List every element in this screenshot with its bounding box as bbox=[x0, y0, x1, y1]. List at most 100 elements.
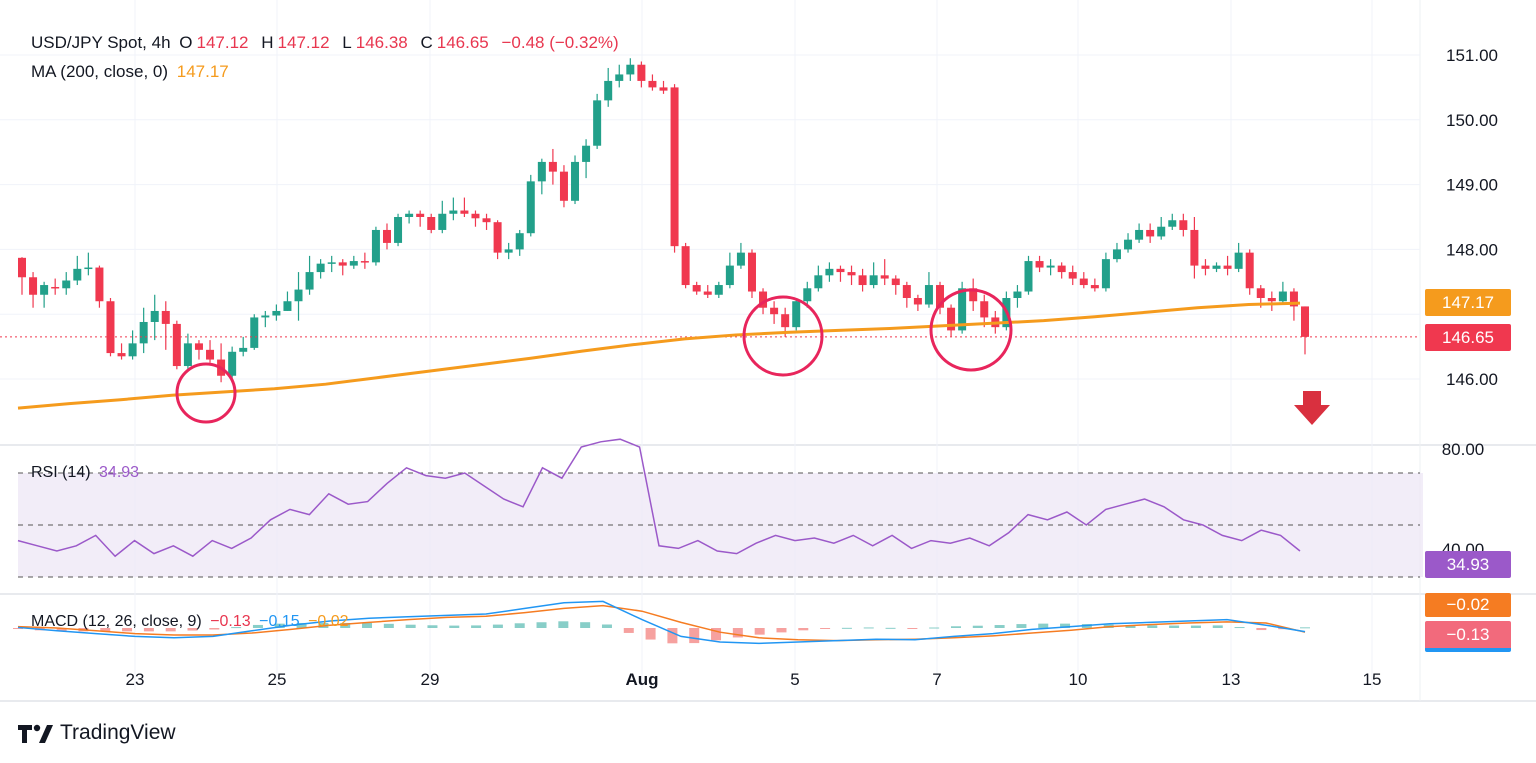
candle-body bbox=[1057, 265, 1066, 273]
candle-body bbox=[637, 64, 646, 81]
candle-body bbox=[648, 80, 657, 88]
candle-body bbox=[150, 310, 159, 322]
candle-body bbox=[703, 291, 712, 295]
candle-body bbox=[62, 280, 71, 289]
macd-hist-bar bbox=[471, 625, 482, 628]
macd-hist-bar bbox=[601, 624, 612, 628]
hist-value: −0.02 bbox=[308, 613, 349, 630]
candle-body bbox=[714, 285, 723, 295]
candle-body bbox=[239, 347, 248, 352]
x-tick-label: 29 bbox=[421, 670, 440, 689]
open-label: O 147.12 bbox=[179, 33, 249, 52]
candle-body bbox=[869, 275, 878, 286]
candle-body bbox=[1245, 252, 1254, 289]
candle-body bbox=[338, 262, 347, 266]
candle-body bbox=[1112, 249, 1121, 260]
macd-hist-bar bbox=[362, 622, 373, 628]
rsi-axis-label: 80.00 bbox=[1442, 440, 1485, 459]
candle-body bbox=[980, 301, 989, 318]
macd-hist-bar bbox=[1212, 625, 1223, 628]
macd-hist-bar bbox=[950, 626, 961, 628]
candle-body bbox=[1146, 229, 1155, 237]
hist-badge: −0.02 bbox=[1425, 593, 1511, 617]
macd-line bbox=[17, 600, 1306, 645]
candle-body bbox=[316, 263, 325, 273]
candle-body bbox=[858, 275, 867, 286]
candle-body bbox=[1090, 285, 1099, 289]
candle-body bbox=[427, 217, 436, 230]
candle-body bbox=[692, 285, 701, 292]
highlight-circle bbox=[175, 362, 237, 424]
candle-body bbox=[349, 261, 358, 266]
macd-hist-bar bbox=[863, 627, 874, 629]
candle-body bbox=[471, 213, 480, 219]
macd-hist-bar bbox=[1038, 623, 1049, 628]
x-tick-label: Aug bbox=[625, 670, 658, 689]
candle-body bbox=[382, 229, 391, 243]
candle-body bbox=[128, 343, 137, 357]
candle-body bbox=[416, 213, 425, 217]
candle-body bbox=[626, 64, 635, 75]
candle-body bbox=[902, 285, 911, 298]
candle-body bbox=[84, 267, 93, 270]
macd-hist-bar bbox=[1060, 623, 1071, 628]
candle-body bbox=[405, 213, 414, 217]
candle-body bbox=[958, 288, 967, 331]
candle-body bbox=[1201, 265, 1210, 269]
macd-hist-bar bbox=[645, 628, 656, 640]
candle-body bbox=[759, 291, 768, 308]
ma-label: MA (200, close, 0) bbox=[31, 62, 169, 81]
candle-body bbox=[394, 217, 403, 243]
candle-body bbox=[537, 161, 546, 182]
candle-body bbox=[305, 272, 314, 290]
signal-value: −0.15 bbox=[259, 613, 300, 630]
candle-body bbox=[1190, 229, 1199, 266]
candle-body bbox=[847, 272, 856, 276]
candle-body bbox=[747, 252, 756, 292]
candle-body bbox=[969, 288, 978, 302]
candle-body bbox=[681, 246, 690, 286]
macd-header: MACD (12, 26, close, 9) −0.13 −0.15 −0.0… bbox=[31, 613, 353, 631]
macd-hist-bar bbox=[252, 624, 263, 628]
macd-hist-bar bbox=[13, 628, 23, 630]
macd-hist-bar bbox=[798, 628, 809, 631]
candle-body bbox=[1234, 252, 1243, 269]
candle-body bbox=[891, 278, 900, 286]
candle-body bbox=[736, 252, 745, 266]
candle-body bbox=[770, 307, 779, 315]
candle-body bbox=[1289, 291, 1298, 307]
price-tick-label: 150.00 bbox=[1446, 111, 1498, 130]
candle-body bbox=[106, 301, 115, 354]
macd-hist-bar bbox=[187, 628, 198, 631]
candle-body bbox=[725, 265, 734, 286]
change-label: −0.48 (−0.32%) bbox=[501, 33, 619, 52]
rsi-badge: 34.93 bbox=[1425, 551, 1511, 578]
candle-body bbox=[1124, 239, 1133, 250]
candle-body bbox=[670, 87, 679, 247]
candle-body bbox=[593, 100, 602, 146]
rsi-line bbox=[17, 438, 1301, 558]
x-tick-label: 7 bbox=[932, 670, 941, 689]
x-tick-label: 10 bbox=[1069, 670, 1088, 689]
candle-body bbox=[1301, 306, 1309, 337]
candle-body bbox=[792, 301, 801, 328]
macd-hist-bar bbox=[689, 628, 700, 644]
candle-body bbox=[449, 210, 458, 214]
macd-hist-bar bbox=[820, 628, 831, 629]
macd-hist-bar bbox=[1256, 628, 1267, 631]
candle-body bbox=[40, 285, 49, 295]
price-tick-label: 148.00 bbox=[1446, 240, 1498, 259]
candle-body bbox=[493, 222, 502, 253]
candle-body bbox=[1135, 229, 1144, 240]
candle-body bbox=[73, 268, 82, 281]
macd-hist-bar bbox=[972, 625, 983, 628]
macd-hist-bar bbox=[1234, 627, 1245, 629]
ma-price-badge: 147.17 bbox=[1425, 289, 1511, 316]
macd-hist-bar bbox=[209, 628, 220, 630]
macd-hist-bar bbox=[427, 625, 438, 628]
macd-hist-bar bbox=[383, 623, 394, 628]
footer-brand[interactable]: TradingView bbox=[18, 718, 176, 748]
candle-body bbox=[51, 286, 60, 289]
candle-body bbox=[29, 277, 38, 295]
